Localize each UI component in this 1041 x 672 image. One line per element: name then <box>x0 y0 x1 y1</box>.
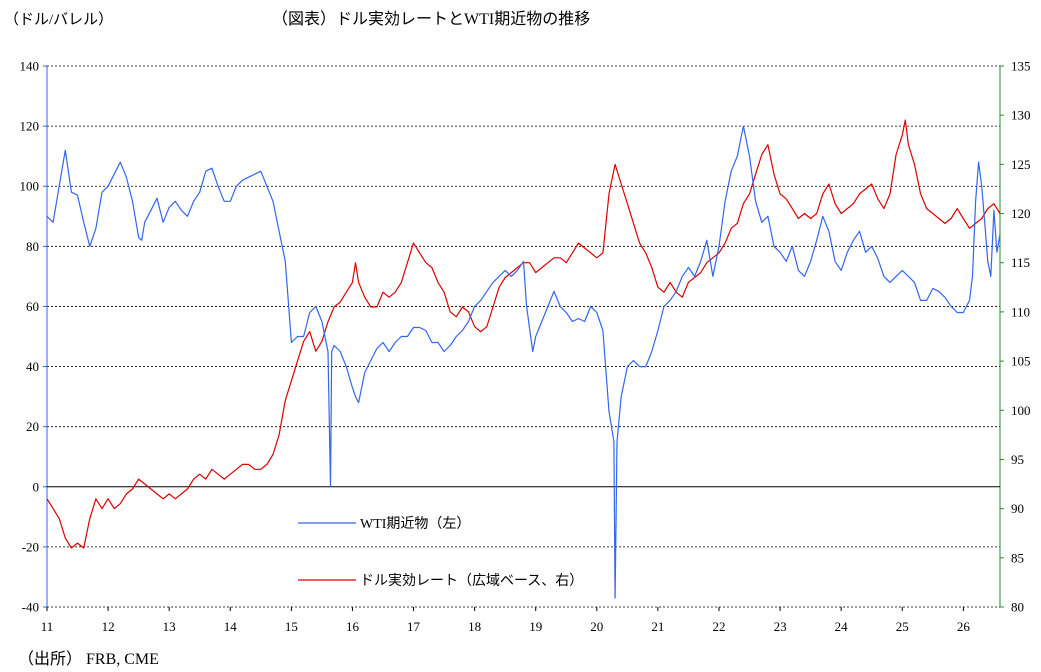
x-tick-label: 26 <box>957 619 971 634</box>
right-tick-label: 90 <box>1011 501 1024 516</box>
axis-layer <box>46 66 1001 607</box>
x-tick-label: 11 <box>41 619 54 634</box>
x-tick-label: 24 <box>835 619 849 634</box>
right-tick-label: 85 <box>1011 550 1024 565</box>
left-tick-label: 140 <box>20 59 40 74</box>
right-tick-label: 115 <box>1011 255 1030 270</box>
right-tick-label: 135 <box>1011 59 1031 74</box>
legend-wti-label: WTI期近物（左） <box>360 516 470 532</box>
right-tick-label: 95 <box>1011 452 1024 467</box>
x-tick-label: 20 <box>590 619 603 634</box>
left-tick-label: -20 <box>22 539 39 554</box>
left-tick-label: 20 <box>26 419 39 434</box>
x-tick-label: 21 <box>651 619 664 634</box>
x-tick-label: 16 <box>346 619 360 634</box>
right-tick-label: 110 <box>1011 304 1030 319</box>
x-tick-label: 14 <box>224 619 238 634</box>
x-tick-label: 22 <box>712 619 725 634</box>
x-tick-label: 17 <box>407 619 421 634</box>
right-tick-label: 120 <box>1011 206 1031 221</box>
left-tick-label: -40 <box>22 600 39 615</box>
left-axis-unit-label: （ドル/バレル） <box>4 11 113 28</box>
right-tick-label: 130 <box>1011 108 1031 123</box>
chart-title: （図表）ドル実効レートとWTI期近物の推移 <box>272 10 590 28</box>
right-tick-label: 80 <box>1011 600 1024 615</box>
x-tick-label: 12 <box>102 619 115 634</box>
right-tick-label: 125 <box>1011 157 1031 172</box>
right-tick-label: 105 <box>1011 354 1031 369</box>
x-tick-label: 18 <box>468 619 481 634</box>
x-tick-label: 25 <box>896 619 909 634</box>
left-tick-label: 60 <box>26 299 39 314</box>
left-tick-label: 120 <box>20 119 40 134</box>
legend-dollar-label: ドル実効レート（広域ベース、右） <box>360 573 583 589</box>
grid-layer <box>47 65 1000 608</box>
dollar-series-line <box>46 119 1001 549</box>
ticks-layer: -40 -20 0 20 40 60 80 100 120 140 80 85 90 95 100 105 11… <box>20 59 1031 635</box>
x-tick-label: 19 <box>529 619 542 634</box>
left-tick-label: 40 <box>26 359 39 374</box>
left-tick-label: 0 <box>33 479 40 494</box>
right-tick-label: 100 <box>1011 403 1031 418</box>
source-note: （出所） FRB, CME <box>18 650 159 668</box>
x-tick-label: 15 <box>285 619 298 634</box>
x-tick-label: 23 <box>774 619 787 634</box>
x-tick-label: 13 <box>163 619 176 634</box>
left-tick-label: 80 <box>26 239 39 254</box>
left-tick-label: 100 <box>20 179 40 194</box>
series-layer <box>46 119 1001 599</box>
legend: WTI期近物（左） ドル実効レート（広域ベース、右） <box>298 516 583 589</box>
wti-series-line <box>46 125 1001 599</box>
